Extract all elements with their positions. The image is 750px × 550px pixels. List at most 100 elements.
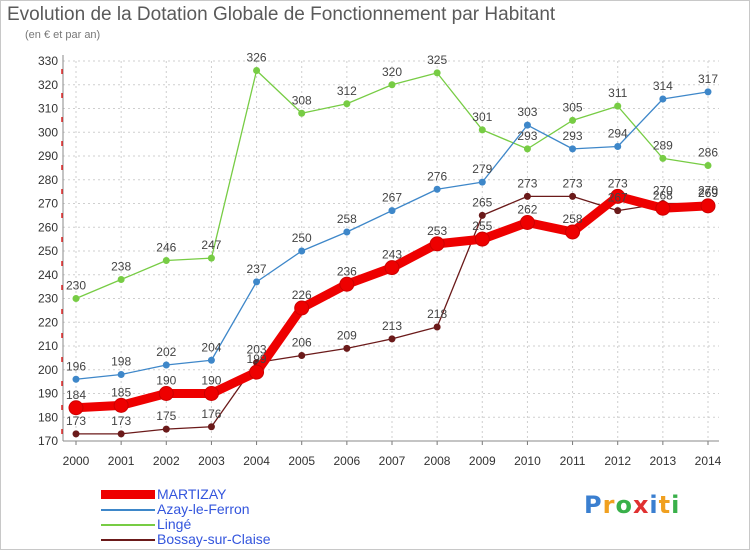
- data-label-martizay: 258: [563, 212, 583, 226]
- logo-letter: i: [671, 491, 681, 519]
- data-label-martizay: 184: [66, 388, 86, 402]
- data-point-martizay: [294, 300, 310, 316]
- y-tick-label: 200: [38, 363, 58, 377]
- x-tick-label: 2012: [604, 454, 631, 468]
- data-point-linge: [659, 154, 667, 162]
- data-label-bossay-sur-claise: 270: [653, 184, 673, 198]
- data-label-linge: 308: [292, 93, 312, 107]
- x-tick-label: 2007: [379, 454, 406, 468]
- y-tick-label: 240: [38, 268, 58, 282]
- data-label-bossay-sur-claise: 203: [247, 343, 267, 357]
- chart-subtitle: (en € et par an): [25, 29, 101, 41]
- data-point-bossay-sur-claise: [117, 430, 125, 438]
- data-point-bossay-sur-claise: [433, 323, 441, 331]
- logo-letter: o: [615, 491, 633, 519]
- legend-label-linge: Lingé: [157, 516, 192, 532]
- data-point-martizay: [429, 236, 445, 252]
- data-point-martizay: [113, 397, 129, 413]
- data-point-azay-le-ferron: [253, 278, 261, 286]
- data-label-extra: 199: [247, 352, 267, 366]
- y-tick-label: 270: [38, 197, 58, 211]
- y-tick-label: 190: [38, 387, 58, 401]
- legend-swatch-martizay: [101, 490, 155, 499]
- data-point-azay-le-ferron: [388, 207, 396, 215]
- y-tick-label: 280: [38, 173, 58, 187]
- y-tick-label: 220: [38, 315, 58, 329]
- data-point-martizay: [249, 364, 265, 380]
- data-point-linge: [207, 254, 215, 262]
- data-point-martizay: [610, 188, 626, 204]
- data-label-bossay-sur-claise: 273: [517, 176, 537, 190]
- x-tick-label: 2000: [63, 454, 90, 468]
- data-label-bossay-sur-claise: 173: [111, 414, 131, 428]
- data-point-linge: [117, 276, 125, 283]
- x-tick-label: 2004: [243, 454, 270, 468]
- data-point-bossay-sur-claise: [478, 211, 486, 219]
- data-label-azay-le-ferron: 237: [247, 262, 267, 276]
- data-label-azay-le-ferron: 204: [201, 340, 221, 354]
- data-point-linge: [523, 145, 531, 153]
- y-tick-label: 230: [38, 292, 58, 306]
- data-label-martizay: 243: [382, 248, 402, 262]
- series-layer: [68, 67, 716, 438]
- data-label-linge: 238: [111, 260, 131, 274]
- data-label-azay-le-ferron: 250: [292, 231, 312, 245]
- data-label-bossay-sur-claise: 213: [382, 319, 402, 333]
- data-label-azay-le-ferron: 317: [698, 72, 718, 86]
- data-label-linge: 230: [66, 279, 86, 293]
- x-tick-label: 2010: [514, 454, 541, 468]
- legend-swatch-azay-le-ferron: [101, 508, 155, 511]
- data-point-linge: [388, 81, 396, 89]
- data-point-martizay: [700, 198, 716, 214]
- legend-swatch-bossay-sur-claise: [101, 538, 155, 541]
- data-label-extra: 269: [698, 186, 718, 200]
- data-point-azay-le-ferron: [162, 361, 170, 369]
- x-tick-label: 2014: [695, 454, 722, 468]
- x-tick-label: 2006: [334, 454, 361, 468]
- data-label-linge: 289: [653, 138, 673, 152]
- data-point-martizay: [519, 215, 535, 230]
- data-point-martizay: [474, 231, 490, 247]
- legend: MARTIZAY Azay-le-Ferron Lingé Bossay-sur…: [101, 487, 271, 547]
- proxiti-logo: Proxiti: [584, 491, 680, 519]
- legend-label-martizay: MARTIZAY: [157, 486, 227, 502]
- data-point-azay-le-ferron: [569, 145, 577, 153]
- data-label-martizay: 262: [517, 203, 537, 217]
- data-label-linge: 305: [563, 100, 583, 114]
- legend-label-azay-le-ferron: Azay-le-Ferron: [157, 501, 250, 517]
- data-label-linge: 286: [698, 146, 718, 160]
- data-point-bossay-sur-claise: [298, 352, 306, 359]
- data-label-linge: 293: [517, 129, 537, 143]
- data-label-bossay-sur-claise: 218: [427, 307, 447, 321]
- data-label-azay-le-ferron: 314: [653, 79, 673, 93]
- data-point-linge: [478, 126, 486, 134]
- data-point-linge: [343, 100, 351, 108]
- chart-title: Evolution de la Dotation Globale de Fonc…: [7, 4, 556, 25]
- axes-layer: 170 180 190 200 210 220 230 240 250 260 270 280 290 3…: [38, 54, 722, 468]
- data-label-azay-le-ferron: 196: [66, 359, 86, 373]
- x-tick-label: 2009: [469, 454, 496, 468]
- data-label-martizay: 255: [472, 219, 492, 233]
- data-point-bossay-sur-claise: [343, 344, 351, 352]
- data-label-linge: 312: [337, 84, 357, 98]
- data-point-martizay: [68, 400, 84, 416]
- x-tick-label: 2013: [650, 454, 677, 468]
- data-point-linge: [298, 109, 306, 117]
- data-label-linge: 247: [201, 238, 221, 252]
- data-point-azay-le-ferron: [343, 228, 351, 236]
- legend-label-bossay-sur-claise: Bossay-sur-Claise: [157, 531, 271, 547]
- data-point-linge: [433, 69, 441, 77]
- data-point-linge: [569, 116, 577, 124]
- data-point-bossay-sur-claise: [523, 192, 531, 200]
- y-tick-label: 260: [38, 220, 58, 234]
- data-point-azay-le-ferron: [207, 356, 215, 364]
- data-point-azay-le-ferron: [72, 375, 80, 383]
- x-tick-label: 2008: [424, 454, 451, 468]
- data-point-martizay: [655, 200, 671, 216]
- data-point-martizay: [203, 386, 219, 401]
- data-label-bossay-sur-claise: 270: [698, 184, 718, 198]
- data-point-azay-le-ferron: [433, 185, 441, 193]
- logo-letter: x: [632, 491, 650, 519]
- x-tick-label: 2001: [108, 454, 135, 468]
